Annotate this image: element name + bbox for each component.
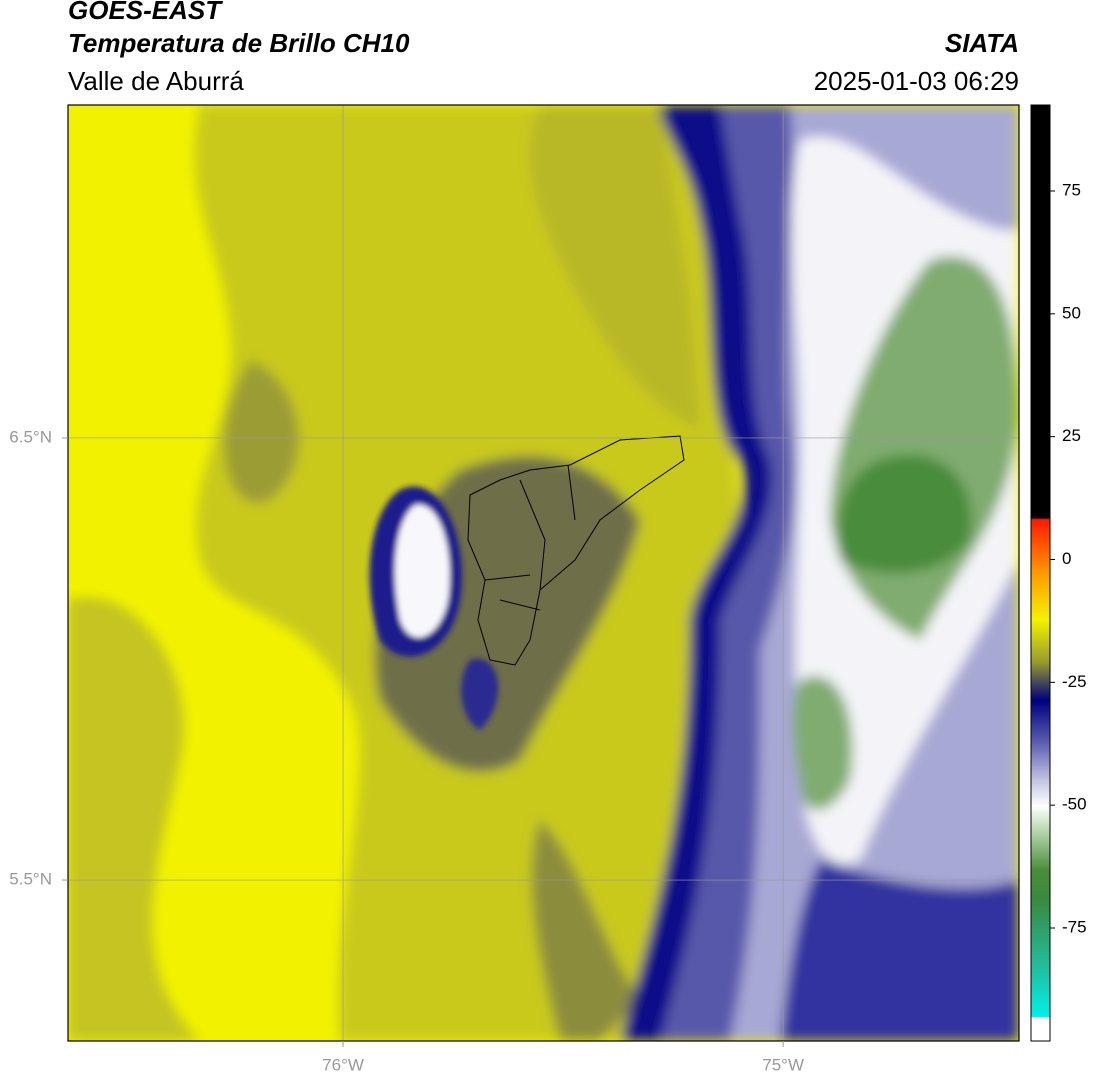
x-tick-label: 75°W (762, 1055, 804, 1074)
region: Valle de Aburrá (68, 66, 244, 96)
colorbar-tick-label: -25 (1062, 672, 1087, 691)
colorbar-tick-label: 0 (1062, 549, 1071, 568)
map-image (68, 105, 1019, 1041)
product: Temperatura de Brillo CH10 (68, 28, 410, 58)
colorbar-tick-label: 50 (1062, 303, 1081, 322)
satellite: GOES-EAST (68, 0, 223, 25)
source: SIATA (945, 28, 1019, 58)
y-tick-label: 5.5°N (9, 870, 52, 889)
colorbar (1030, 104, 1051, 1042)
y-tick-label: 6.5°N (9, 427, 52, 446)
colorbar-tick-label: -75 (1062, 917, 1087, 936)
colorbar-tick-label: 75 (1062, 180, 1081, 199)
datetime: 2025-01-03 06:29 (814, 66, 1019, 96)
map-frame (67, 104, 1020, 1042)
colorbar-tick-label: 25 (1062, 426, 1081, 445)
grid (68, 105, 1019, 1041)
x-tick-label: 76°W (322, 1055, 364, 1074)
colorbar-tick-label: -50 (1062, 795, 1087, 814)
